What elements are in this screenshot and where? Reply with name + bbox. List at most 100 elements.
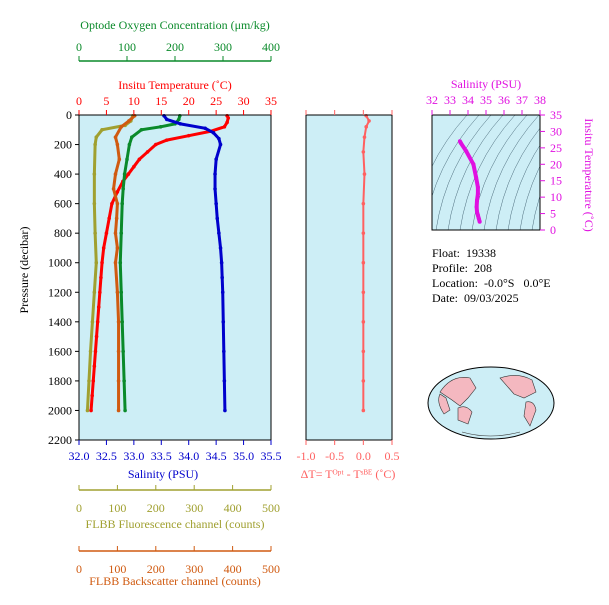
delta-t-data-point xyxy=(361,379,366,383)
temperature-data-point xyxy=(225,120,229,125)
salinity-data-point xyxy=(218,246,223,250)
salinity-data-point xyxy=(164,117,169,122)
temperature-axis: Insitu Temperature (˚C) 0 5 10 15 20 25 30 35 xyxy=(76,78,277,115)
oxygen-data-point xyxy=(120,201,124,206)
map-landmass-asia xyxy=(439,377,477,407)
oxygen-data-point xyxy=(139,127,144,132)
oxygen-tick-label: 400 xyxy=(262,40,280,54)
ts-data-point xyxy=(471,162,476,167)
fluorescence-tick-label: 300 xyxy=(185,501,203,515)
ts-temperature-tick-label: 35 xyxy=(550,108,562,122)
salinity-data-point xyxy=(218,142,223,147)
delta-t-tick-label: 0.5 xyxy=(385,449,400,463)
ts-data-point xyxy=(475,213,480,218)
ts-density-contour xyxy=(483,115,540,230)
temperature-data-point xyxy=(94,334,99,339)
backscatter-tick-label: 100 xyxy=(108,562,126,576)
salinity-data-point xyxy=(219,260,224,265)
backscatter-data-point xyxy=(115,290,120,295)
map-landmass-north-america xyxy=(499,375,537,399)
temperature-axis-label: Insitu Temperature (˚C) xyxy=(118,78,232,92)
salinity-data-point xyxy=(215,216,220,221)
delta-t-data-point xyxy=(361,260,366,265)
map-landmass-africa xyxy=(438,393,451,415)
pressure-tick-label: 400 xyxy=(54,167,72,181)
pressure-tick-label: 0 xyxy=(66,108,72,122)
ts-temperature-tick-label: 30 xyxy=(550,124,562,138)
backscatter-data-point xyxy=(113,135,118,139)
ts-data-point xyxy=(475,191,480,196)
delta-t-data-point xyxy=(364,113,369,118)
ts-data-point xyxy=(476,216,481,221)
date: Date: 09/03/2025 xyxy=(432,291,519,305)
temperature-data-point xyxy=(145,150,150,154)
delta-t-data-point xyxy=(361,408,366,413)
salinity-data-point xyxy=(162,113,166,118)
salinity-data-point xyxy=(223,408,227,413)
temperature-data-point xyxy=(110,201,114,206)
delta-t-data-point xyxy=(362,172,367,176)
oxygen-tick-label: 200 xyxy=(166,40,184,54)
ts-temperature-axis-label: Insitu Temperature (˚C) xyxy=(582,118,596,232)
fluorescence-tick-label: 100 xyxy=(108,501,126,515)
delta-t-data-point xyxy=(364,125,369,129)
backscatter-tick-label: 500 xyxy=(262,562,280,576)
pressure-tick-label: 1800 xyxy=(48,374,72,388)
pressure-axis: Pressure (decibar) 0 200 400 600 800 1000 1200… xyxy=(17,108,79,447)
main-plot-background xyxy=(79,115,271,440)
backscatter-data-point xyxy=(117,157,122,162)
ts-temperature-tick-label: 0 xyxy=(550,223,556,237)
location: Location: -0.0°S 0.0°E xyxy=(432,276,551,290)
temperature-tick-label: 30 xyxy=(238,94,250,108)
salinity-data-point xyxy=(222,349,226,354)
map-landmass-south-america xyxy=(523,401,537,427)
oxygen-tick-label: 100 xyxy=(118,40,136,54)
temperature-data-point xyxy=(226,116,231,120)
temperature-data-point xyxy=(115,190,120,194)
ts-salinity-tick-label: 32 xyxy=(426,93,438,107)
backscatter-axis-label: FLBB Backscatter channel (counts) xyxy=(89,574,261,588)
fluorescence-data-point xyxy=(85,408,90,413)
fluorescence-axis-label: FLBB Fluorescence channel (counts) xyxy=(86,517,265,531)
oxygen-data-point xyxy=(121,187,125,191)
delta-t-tick-label: -0.5 xyxy=(325,449,344,463)
salinity-data-point xyxy=(211,130,216,135)
temperature-data-point xyxy=(92,364,97,368)
pressure-tick-label: 800 xyxy=(54,226,72,240)
oxygen-data-point xyxy=(177,117,181,122)
ts-data-point xyxy=(464,149,469,154)
backscatter-tick-label: 300 xyxy=(185,562,203,576)
float-info-panel: Float: 19338 Profile: 208 Location: -0.0… xyxy=(432,246,551,306)
ts-density-contour xyxy=(447,115,504,230)
delta-t-data-point xyxy=(367,119,371,123)
oxygen-data-point xyxy=(158,125,163,129)
temperature-data-point xyxy=(95,320,100,324)
temperature-tick-label: 35 xyxy=(265,94,277,108)
fluorescence-tick-label: 400 xyxy=(224,501,242,515)
ts-salinity-tick-label: 33 xyxy=(444,93,456,107)
ts-temperature-tick-label: 20 xyxy=(550,157,562,171)
fluorescence-data-point xyxy=(88,349,93,354)
backscatter-data-point xyxy=(113,172,118,176)
ts-data-point xyxy=(475,198,479,203)
delta-t-axis: -1.0 -0.5 0.0 0.5 xyxy=(297,110,400,463)
oxygen-data-point xyxy=(125,157,129,162)
salinity-tick-label: 32.5 xyxy=(96,449,117,463)
ts-plot-background xyxy=(432,115,540,230)
fluorescence-data-point xyxy=(92,290,97,295)
temperature-data-point xyxy=(90,393,94,398)
delta-t-plot-frame xyxy=(305,114,393,441)
salinity-data-point xyxy=(213,172,217,176)
ts-density-contour xyxy=(459,115,516,230)
delta-t-data-point xyxy=(361,150,366,154)
pressure-tick-label: 1400 xyxy=(48,315,72,329)
temperature-data-point xyxy=(100,260,104,265)
temperature-tick-label: 20 xyxy=(183,94,195,108)
ts-density-contour xyxy=(432,115,480,197)
ts-salinity-tick-label: 38 xyxy=(534,93,546,107)
oxygen-axis: Optode Oxygen Concentration (μm/kg) 0 100… xyxy=(76,18,280,62)
backscatter-data-point xyxy=(115,201,120,206)
oxygen-data-point xyxy=(119,231,124,235)
salinity-data-point xyxy=(222,379,227,383)
pressure-tick-label: 2000 xyxy=(48,403,72,417)
